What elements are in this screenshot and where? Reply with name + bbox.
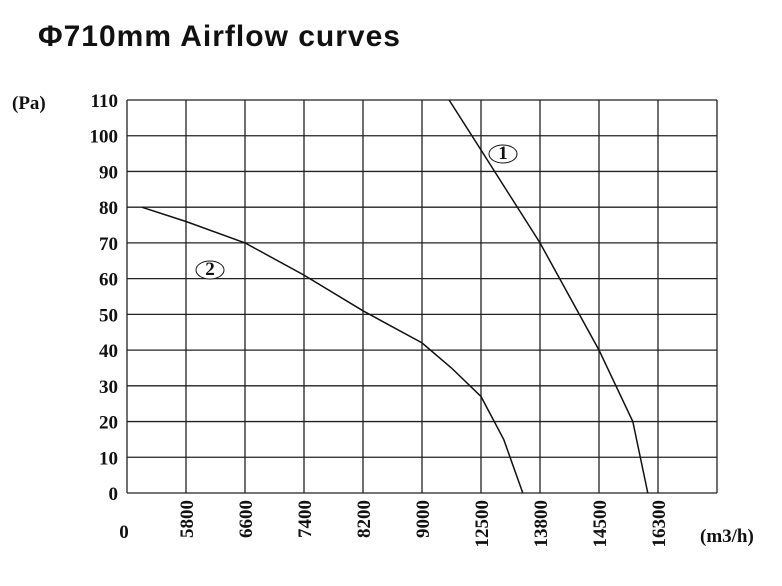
y-tick-label: 10 [99, 448, 118, 469]
x-tick-label: 5800 [177, 500, 198, 538]
series-line-1 [448, 99, 649, 494]
x-tick-label: 6600 [236, 500, 257, 538]
y-tick-label: 40 [99, 341, 118, 362]
series-line-2 [141, 206, 524, 494]
chart-title: Φ710mm Airflow curves [38, 20, 401, 53]
y-tick-label: 110 [91, 91, 118, 112]
y-tick-label: 100 [90, 127, 119, 148]
x-tick-label: 7400 [295, 500, 316, 538]
x-axis-label: (m3/h) [700, 526, 754, 547]
y-tick-label: 90 [99, 162, 118, 183]
x-tick-label: 9000 [413, 500, 434, 538]
y-tick-label: 60 [99, 270, 118, 291]
y-axis-label: (Pa) [12, 93, 46, 114]
series-marker-2 [195, 260, 225, 280]
x-tick-label: 12500 [472, 500, 493, 548]
y-tick-label: 0 [109, 484, 119, 505]
x-tick-label: 0 [119, 522, 129, 543]
x-tick-label: 8200 [354, 500, 375, 538]
series-marker-1 [488, 144, 518, 164]
y-tick-label: 80 [99, 198, 118, 219]
x-tick-label: 16300 [649, 500, 670, 548]
y-tick-label: 70 [99, 234, 118, 255]
x-tick-label: 14500 [590, 500, 611, 548]
series-label-1: 1 [498, 143, 508, 164]
x-tick-label: 13800 [531, 500, 552, 548]
y-tick-label: 20 [99, 413, 118, 434]
y-tick-label: 50 [99, 305, 118, 326]
series-label-2: 2 [205, 259, 215, 280]
y-tick-label: 30 [99, 377, 118, 398]
